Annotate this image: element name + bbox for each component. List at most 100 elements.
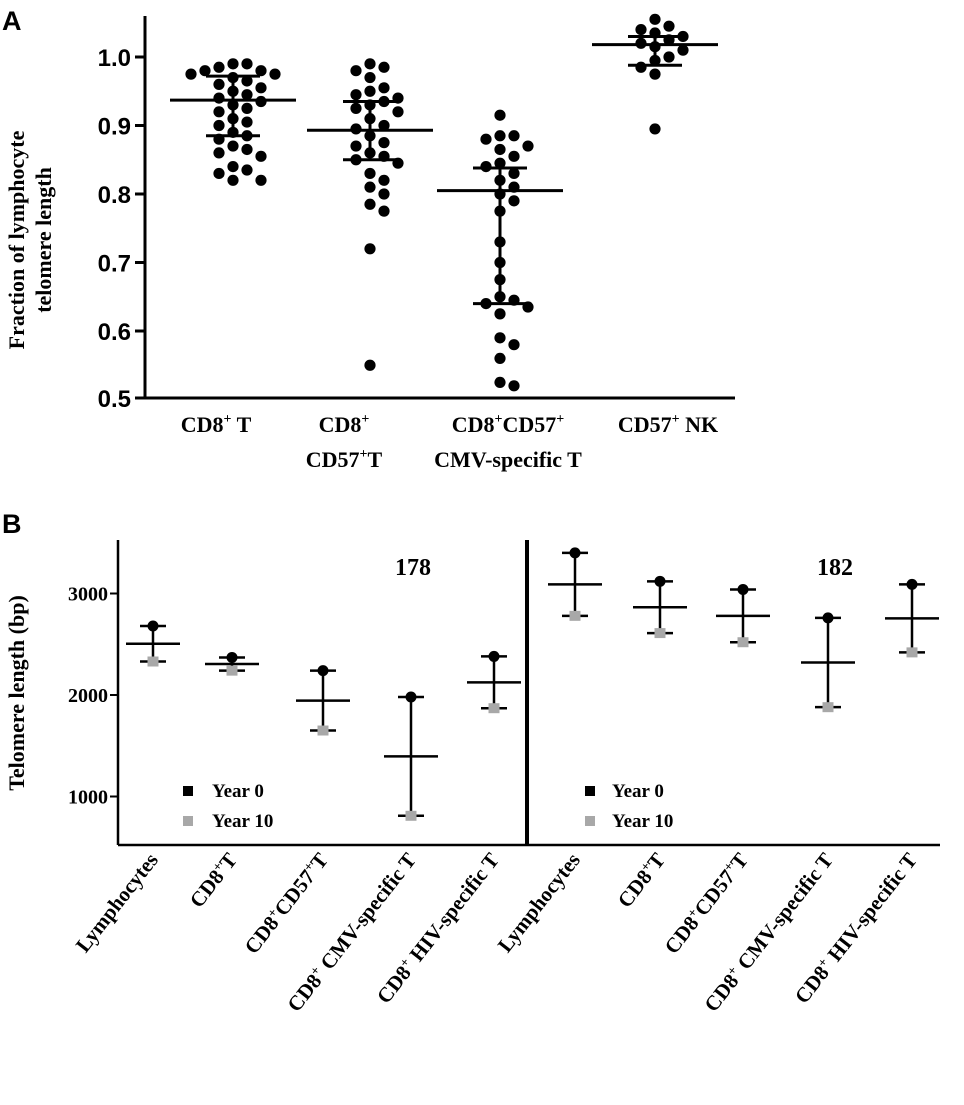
data-point	[378, 174, 390, 186]
label-part: T	[368, 447, 383, 472]
category-label: Lymphocytes	[71, 848, 163, 957]
data-point	[269, 68, 281, 80]
category-label-cd57-nk: CD57+ NK	[618, 412, 718, 437]
data-point	[255, 82, 267, 94]
data-point	[392, 106, 404, 118]
data-point	[494, 352, 506, 364]
data-point	[350, 140, 362, 152]
data-point	[649, 13, 661, 25]
label-part: CD8	[613, 865, 657, 912]
label-part: T	[231, 412, 251, 437]
label-part: CD8	[240, 912, 284, 959]
category-label-cd8-cd57-t-line-1: CD8+	[319, 412, 370, 437]
year-10-point	[226, 665, 238, 676]
data-point	[255, 65, 267, 77]
year-0-point	[569, 547, 581, 559]
data-point	[649, 123, 661, 135]
year-0-point	[147, 620, 159, 632]
panel-b-y-axis-title: Telomere length (bp)	[4, 595, 29, 791]
panel-a-axes	[143, 16, 735, 400]
data-point	[649, 68, 661, 80]
category-label-cd8-t: CD8+ T	[181, 412, 252, 437]
y-tick-label: 1000	[68, 787, 108, 809]
year-0-point	[737, 583, 749, 595]
year-10-point	[822, 702, 834, 713]
data-point	[241, 89, 253, 101]
data-point	[378, 137, 390, 149]
panel-b-range-marks: 178 182	[126, 547, 939, 821]
year-0-point	[654, 575, 666, 587]
data-point	[494, 308, 506, 320]
data-point	[241, 164, 253, 176]
data-point	[227, 140, 239, 152]
panel-a-median-iqr-bars	[170, 34, 718, 306]
data-point	[227, 161, 239, 173]
category-label-cmv-line-2: CMV-specific T	[434, 447, 582, 472]
data-point	[241, 143, 253, 156]
panel-a: A Fraction of lymphocyte telomere length …	[2, 6, 735, 472]
data-point	[364, 359, 376, 371]
label-part: CD57	[689, 865, 740, 920]
year-10-point	[906, 647, 918, 658]
panel-b-axes	[116, 540, 940, 847]
data-point	[378, 61, 390, 73]
legend-year-0-label: Year 0	[212, 781, 264, 802]
data-point	[241, 58, 253, 70]
label-part: Lymphocytes	[493, 848, 585, 957]
data-point	[364, 167, 376, 180]
data-point	[213, 78, 225, 90]
superscript: +	[556, 412, 564, 427]
data-point	[635, 61, 647, 73]
label-part: NK	[680, 412, 719, 437]
data-point	[677, 30, 689, 43]
data-point	[350, 102, 362, 114]
data-point	[378, 119, 390, 132]
label-part: CD8	[372, 961, 416, 1008]
category-label: Lymphocytes	[493, 848, 585, 957]
legend-year-0-label: Year 0	[612, 781, 664, 802]
label-part: CD57	[618, 412, 672, 437]
y-tick-label: 0.8	[98, 182, 131, 209]
data-point	[508, 380, 520, 392]
y-axis-title: Telomere length (bp)	[4, 595, 29, 791]
data-point	[213, 119, 225, 132]
year-10-point	[569, 610, 581, 621]
label-part: CD8	[790, 961, 834, 1008]
year-10-point	[317, 725, 329, 736]
y-tick-label: 0.9	[98, 114, 131, 141]
data-point	[185, 68, 197, 80]
data-point	[213, 106, 225, 118]
data-point	[378, 205, 390, 217]
year-10-point	[737, 637, 749, 648]
data-point	[241, 75, 253, 87]
label-part: CD8	[660, 912, 704, 959]
year-0-point	[226, 651, 238, 663]
label-part: CD8	[319, 412, 362, 437]
data-point	[227, 174, 239, 186]
data-point	[364, 181, 376, 193]
superscript: +	[672, 412, 680, 427]
category-label-cd8-cd57-t-line-2: CD57+T	[306, 447, 383, 472]
superscript: +	[224, 412, 232, 427]
legend-year-0-swatch	[183, 786, 193, 796]
data-point	[213, 147, 225, 159]
data-point	[255, 150, 267, 162]
panel-b-y-ticks: 1000 2000 3000	[68, 584, 118, 809]
year-0-point	[317, 665, 329, 677]
superscript: +	[360, 447, 368, 462]
subject-id-label: 178	[395, 555, 431, 581]
data-point	[213, 92, 225, 104]
panel-a-y-axis-title: Fraction of lymphocyte telomere length	[4, 130, 56, 349]
label-part: CD57	[306, 447, 360, 472]
label-part: CD57	[269, 865, 320, 920]
data-point	[522, 140, 534, 152]
label-part: CD8	[185, 865, 229, 912]
legend-year-10-label: Year 10	[612, 811, 673, 832]
year-10-point	[654, 628, 666, 639]
data-point	[350, 89, 362, 101]
label-part: Lymphocytes	[71, 848, 163, 957]
y-axis-title-line-2: telomere length	[31, 167, 56, 313]
data-point	[663, 51, 675, 63]
data-point	[494, 376, 506, 388]
